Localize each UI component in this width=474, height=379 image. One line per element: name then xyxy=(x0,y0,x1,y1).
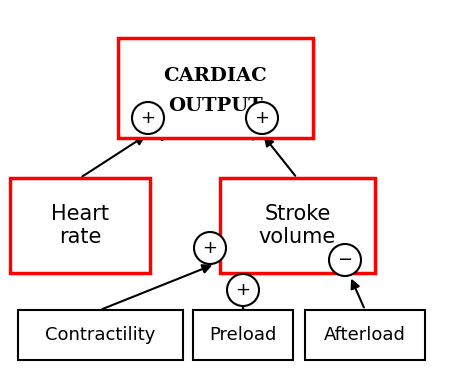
FancyBboxPatch shape xyxy=(118,38,313,138)
Circle shape xyxy=(329,244,361,276)
Text: Heart
rate: Heart rate xyxy=(51,204,109,247)
Text: Afterload: Afterload xyxy=(324,326,406,344)
Text: +: + xyxy=(255,109,270,127)
Text: +: + xyxy=(202,239,218,257)
Text: +: + xyxy=(140,109,155,127)
Text: Stroke
volume: Stroke volume xyxy=(259,204,336,247)
Circle shape xyxy=(227,274,259,306)
FancyBboxPatch shape xyxy=(10,178,150,273)
FancyBboxPatch shape xyxy=(220,178,375,273)
Circle shape xyxy=(132,102,164,134)
Text: OUTPUT: OUTPUT xyxy=(168,97,263,115)
FancyBboxPatch shape xyxy=(18,310,183,360)
Text: Preload: Preload xyxy=(210,326,277,344)
Circle shape xyxy=(194,232,226,264)
Text: +: + xyxy=(236,281,250,299)
Text: Contractility: Contractility xyxy=(46,326,155,344)
Circle shape xyxy=(246,102,278,134)
Text: CARDIAC: CARDIAC xyxy=(164,67,267,85)
FancyBboxPatch shape xyxy=(193,310,293,360)
FancyBboxPatch shape xyxy=(305,310,425,360)
Text: −: − xyxy=(337,251,353,269)
